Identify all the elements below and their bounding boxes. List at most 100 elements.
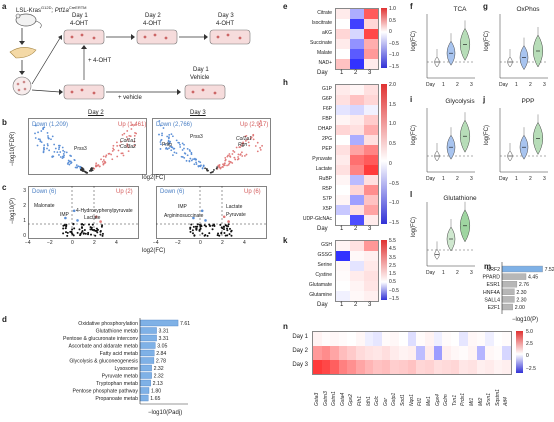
heatmap-cell: [350, 105, 364, 115]
heatmap-cell: [493, 360, 503, 374]
panel-c-xtick: 0: [199, 240, 202, 246]
panel-l-xtick: 1: [442, 270, 445, 276]
pathway-bar: [139, 342, 156, 349]
heatmap-gene-label: Gstp1: [391, 392, 398, 406]
volcano-point: [244, 139, 247, 142]
heatmap-cell: [338, 332, 348, 346]
panel-g-xtick: 2: [529, 82, 532, 88]
tf-value: 2.00: [515, 305, 525, 311]
metabolite-point: [100, 225, 103, 228]
heatmap-h-colorbar-labels: 2.0 1.5 1.0 0.5 0 −0.5 −1.0 −1.5: [389, 82, 409, 226]
volcano-point: [173, 151, 176, 154]
metabolite-point: [64, 227, 67, 230]
volcano-point: [240, 151, 243, 154]
volcano-point: [202, 164, 205, 167]
pathway-value: 3.31: [159, 336, 169, 342]
mouse-genotype: LSL-KrasG12D; Ptf1aCreERTM: [16, 4, 87, 15]
volcano-point: [215, 167, 218, 170]
volcano-point: [37, 131, 39, 134]
heatmap-row-label: 2PG: [321, 136, 332, 142]
panel-c-xtick: 2: [93, 240, 96, 246]
panel-m-xlabel: −log10(P): [512, 317, 539, 323]
volcano-point: [122, 154, 125, 157]
volcano-point: [117, 149, 120, 152]
metabolite-point: [205, 225, 208, 228]
panel-c-day3-ann3: Lactate: [226, 204, 243, 210]
colorbar-tick: 0: [389, 29, 392, 36]
heatmap-row-label: Citrate: [317, 10, 332, 16]
volcano-point: [261, 144, 263, 147]
heatmap-cell: [364, 281, 378, 291]
metabolite-point: [208, 223, 211, 226]
significant-metabolite-point: [64, 216, 67, 220]
heatmap-cell: [350, 241, 364, 251]
volcano-point: [159, 143, 162, 146]
heatmap-n-colorbar: [516, 331, 523, 373]
heatmap-cell: [364, 175, 378, 185]
heatmap-gene-label: Gstm3: [322, 391, 329, 406]
panel-j-title: PPP: [521, 98, 535, 105]
volcano-point: [219, 167, 222, 170]
panel-c-label: c: [2, 183, 7, 192]
volcano-point: [160, 138, 163, 141]
volcano-point: [159, 148, 162, 150]
heatmap-cell: [350, 155, 364, 165]
volcano-point: [134, 124, 136, 126]
pathway-value: 3.31: [159, 329, 169, 335]
panel-c-xtick: 4: [115, 240, 118, 246]
heatmap-cell: [485, 332, 494, 346]
pathway-name: Propanoate metab: [95, 396, 138, 402]
metabolite-point: [99, 230, 102, 233]
metabolite-point: [62, 227, 65, 230]
heatmap-cell: [433, 360, 443, 374]
heatmap-cell: [364, 271, 378, 281]
heatmap-gene-label: Me1: [425, 396, 432, 406]
metabolite-point: [220, 226, 223, 229]
volcano-point: [133, 134, 136, 137]
volcano-point: [46, 132, 49, 134]
panel-f-day: Day: [426, 82, 435, 88]
volcano-point: [238, 146, 241, 149]
heatmap-cell: [450, 346, 460, 360]
heatmap-cell: [364, 59, 378, 69]
heatmap-cell: [381, 346, 391, 360]
panel-h-col: 3: [368, 226, 372, 232]
metabolite-point: [226, 234, 229, 237]
pathway-value: 2.84: [156, 351, 166, 357]
metabolite-point: [189, 226, 192, 229]
heatmap-gene-label: Gsr: [382, 397, 389, 406]
metabolite-point: [82, 223, 85, 226]
heatmap-cell: [336, 145, 350, 155]
volcano-point: [67, 161, 70, 164]
heatmap-cell: [336, 175, 350, 185]
heatmap-cell: [364, 49, 378, 59]
metabolite-point: [71, 233, 74, 236]
colorbar-tick: −1.5: [389, 296, 399, 302]
metabolite-point: [83, 229, 86, 232]
colorbar-tick: 5.5: [389, 238, 396, 244]
metabolite-point: [224, 234, 227, 237]
volcano-point: [80, 166, 83, 169]
heatmap-cell: [350, 125, 364, 135]
panel-h-col: 1: [340, 226, 344, 232]
heatmap-cell: [350, 145, 364, 155]
heatmap-cell: [336, 185, 350, 195]
volcano-point: [90, 170, 93, 172]
volcano-point: [256, 150, 259, 153]
metabolite-point: [228, 227, 231, 230]
volcano-point: [51, 156, 54, 158]
heatmap-cell: [350, 215, 364, 225]
volcano-point: [112, 144, 115, 147]
volcano-point: [248, 144, 251, 147]
metabolite-point: [211, 228, 214, 231]
heatmap-row-label: Malate: [316, 50, 332, 56]
volcano-point: [102, 162, 105, 165]
volcano-point: [158, 120, 161, 122]
metabolite-point: [94, 234, 97, 237]
volcano-point: [40, 141, 43, 144]
tf-bar: [501, 288, 515, 295]
pathway-name: Lysosome: [115, 366, 139, 372]
pathway-value: 1.80: [151, 389, 161, 395]
volcano-point: [259, 146, 262, 149]
panel-b-xlabel: log2(FC): [142, 175, 166, 181]
